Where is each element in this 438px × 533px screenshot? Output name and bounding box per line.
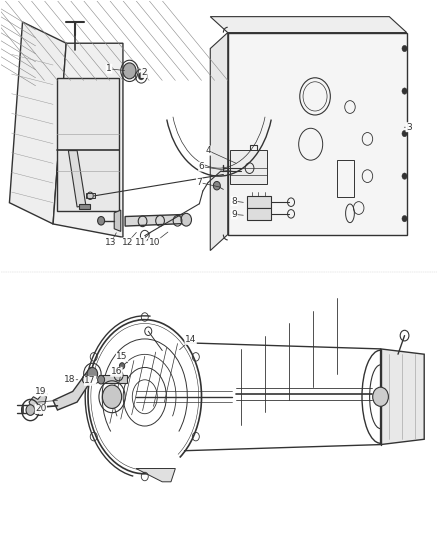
Text: 8: 8 — [231, 197, 237, 206]
Polygon shape — [29, 394, 46, 415]
Circle shape — [84, 377, 88, 381]
Circle shape — [373, 387, 389, 406]
Text: 19: 19 — [35, 387, 46, 396]
Circle shape — [402, 131, 407, 137]
Text: 18: 18 — [64, 375, 75, 384]
Text: 12: 12 — [122, 238, 133, 247]
Text: 17: 17 — [85, 376, 96, 385]
Circle shape — [402, 88, 407, 94]
Circle shape — [102, 385, 122, 408]
Text: 9: 9 — [231, 210, 237, 219]
Text: 15: 15 — [117, 352, 128, 361]
Polygon shape — [53, 368, 95, 410]
Circle shape — [98, 375, 105, 384]
Bar — [241, 159, 261, 177]
Polygon shape — [10, 22, 66, 224]
Bar — [79, 204, 90, 209]
Text: 14: 14 — [185, 335, 196, 344]
Text: 7: 7 — [197, 178, 202, 187]
Text: 20: 20 — [35, 405, 46, 414]
Text: 13: 13 — [105, 238, 117, 247]
Bar — [230, 150, 267, 184]
Polygon shape — [210, 33, 228, 251]
Bar — [57, 78, 119, 211]
Text: 4: 4 — [205, 146, 211, 155]
Polygon shape — [381, 349, 424, 445]
Text: 1: 1 — [106, 64, 112, 73]
Bar — [337, 160, 354, 197]
Circle shape — [402, 215, 407, 222]
Text: 11: 11 — [134, 238, 146, 247]
Polygon shape — [53, 43, 123, 237]
Polygon shape — [68, 151, 86, 207]
Polygon shape — [136, 469, 175, 482]
Circle shape — [98, 216, 105, 225]
Polygon shape — [228, 33, 407, 235]
Text: 16: 16 — [111, 367, 122, 376]
Polygon shape — [114, 210, 121, 231]
Circle shape — [87, 368, 98, 380]
Bar — [247, 208, 272, 220]
Text: 6: 6 — [199, 162, 205, 171]
Polygon shape — [125, 214, 186, 226]
Circle shape — [213, 181, 220, 190]
Circle shape — [138, 72, 145, 80]
Bar — [247, 196, 272, 208]
Circle shape — [402, 173, 407, 179]
Text: 10: 10 — [148, 238, 160, 247]
Circle shape — [120, 363, 125, 369]
Polygon shape — [210, 17, 407, 33]
Circle shape — [181, 213, 191, 226]
Bar — [99, 375, 127, 383]
Polygon shape — [86, 193, 95, 198]
Bar — [250, 146, 258, 159]
Circle shape — [26, 405, 35, 415]
Circle shape — [402, 45, 407, 52]
Text: 2: 2 — [141, 69, 147, 77]
Bar — [68, 49, 81, 55]
Text: 3: 3 — [406, 123, 412, 132]
Circle shape — [123, 63, 136, 79]
